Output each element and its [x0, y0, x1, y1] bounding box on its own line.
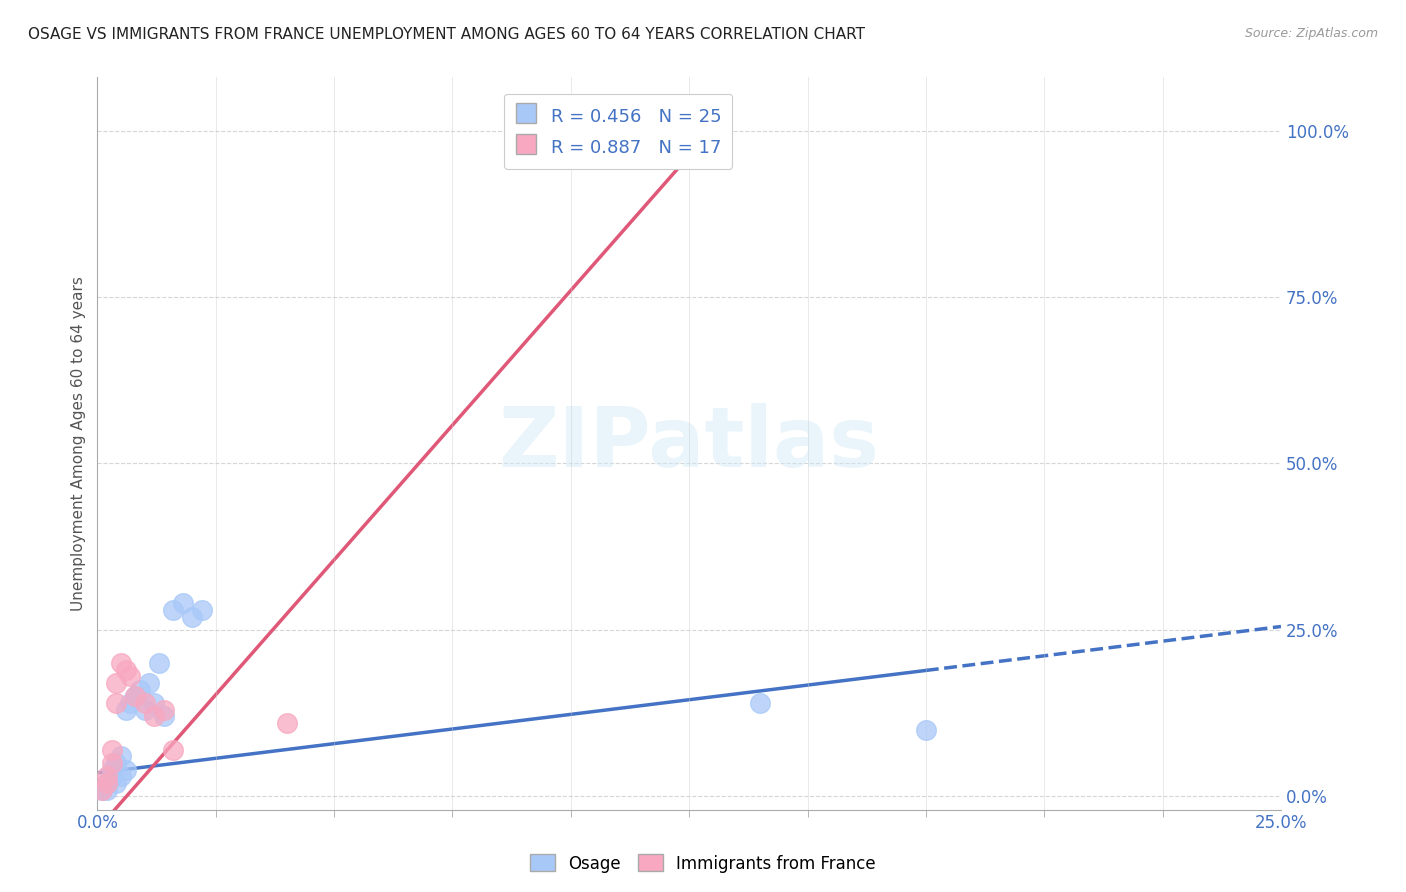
- Point: [181, 609, 204, 624]
- Point: [110, 769, 132, 783]
- Point: [148, 656, 170, 670]
- Point: [100, 742, 122, 756]
- Point: [100, 756, 122, 770]
- Point: [100, 763, 122, 777]
- Text: Source: ZipAtlas.com: Source: ZipAtlas.com: [1244, 27, 1378, 40]
- Text: ZIPatlas: ZIPatlas: [499, 403, 880, 484]
- Point: [129, 682, 152, 697]
- Point: [276, 716, 298, 731]
- Point: [143, 696, 166, 710]
- Point: [138, 676, 160, 690]
- Point: [105, 756, 128, 770]
- Point: [162, 603, 184, 617]
- Point: [749, 696, 772, 710]
- Point: [96, 769, 118, 783]
- Point: [105, 676, 128, 690]
- Point: [105, 776, 128, 790]
- Point: [143, 709, 166, 723]
- Point: [915, 723, 938, 737]
- Y-axis label: Unemployment Among Ages 60 to 64 years: Unemployment Among Ages 60 to 64 years: [72, 276, 86, 611]
- Text: OSAGE VS IMMIGRANTS FROM FRANCE UNEMPLOYMENT AMONG AGES 60 TO 64 YEARS CORRELATI: OSAGE VS IMMIGRANTS FROM FRANCE UNEMPLOY…: [28, 27, 865, 42]
- Point: [96, 776, 118, 790]
- Point: [114, 703, 136, 717]
- Point: [120, 696, 142, 710]
- Point: [162, 742, 184, 756]
- Point: [190, 603, 212, 617]
- Point: [134, 703, 156, 717]
- Legend: R = 0.456   N = 25, R = 0.887   N = 17: R = 0.456 N = 25, R = 0.887 N = 17: [503, 94, 733, 169]
- Legend: Osage, Immigrants from France: Osage, Immigrants from France: [523, 847, 883, 880]
- Point: [91, 782, 114, 797]
- Point: [96, 776, 118, 790]
- Point: [114, 763, 136, 777]
- Point: [110, 656, 132, 670]
- Point: [172, 596, 194, 610]
- Point: [120, 669, 142, 683]
- Point: [702, 124, 724, 138]
- Point: [91, 782, 114, 797]
- Point: [152, 709, 174, 723]
- Point: [105, 696, 128, 710]
- Point: [114, 663, 136, 677]
- Point: [134, 696, 156, 710]
- Point: [124, 690, 146, 704]
- Point: [110, 749, 132, 764]
- Point: [124, 690, 146, 704]
- Point: [100, 769, 122, 783]
- Point: [152, 703, 174, 717]
- Point: [96, 782, 118, 797]
